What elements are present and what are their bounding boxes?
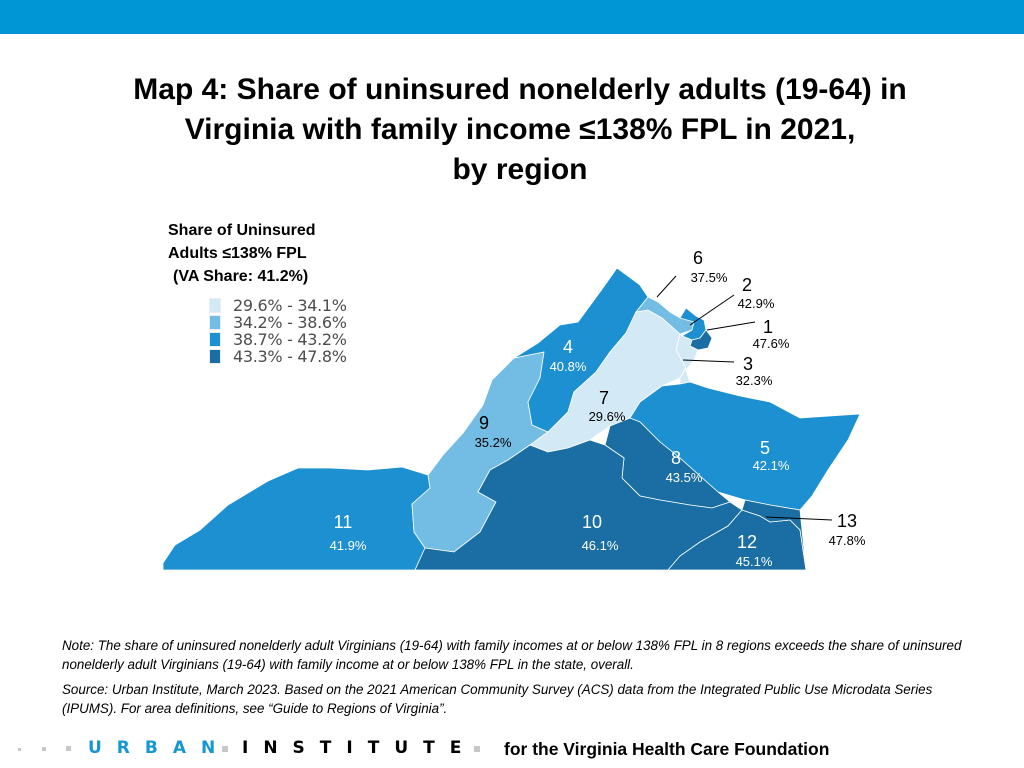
region-11-shape <box>162 466 431 571</box>
region-labels: 6 37.5% 2 42.9% 1 47.6% 3 32.3% 4 40.8% … <box>330 248 866 569</box>
region-label-6-id: 6 <box>693 248 703 268</box>
region-label-3-value: 32.3% <box>736 373 773 388</box>
footer: URBAN INSTITUTE for the Virginia Health … <box>0 736 1024 764</box>
region-label-8-id: 8 <box>671 448 681 468</box>
region-label-2-id: 2 <box>742 275 752 295</box>
legend-label: 43.3% - 47.8% <box>233 347 347 366</box>
leader-line-2 <box>689 294 735 326</box>
region-label-2-value: 42.9% <box>738 296 775 311</box>
leader-line-3 <box>682 359 735 363</box>
region-label-1-value: 47.6% <box>753 336 790 351</box>
region-label-10-value: 46.1% <box>582 538 619 553</box>
region-label-7-id: 7 <box>599 388 609 408</box>
legend-title-line-1: Share of Uninsured <box>168 222 316 239</box>
title-line-2: Virginia with family income ≤138% FPL in… <box>184 113 856 146</box>
region-3-shape <box>675 333 699 385</box>
footer-tagline: for the Virginia Health Care Foundation <box>504 739 830 759</box>
header-bar <box>0 0 1024 34</box>
region-label-4-id: 4 <box>563 337 573 357</box>
legend-item: 29.6% - 34.1% <box>209 296 347 315</box>
region-label-7-value: 29.6% <box>589 409 626 424</box>
region-label-6-value: 37.5% <box>691 270 728 285</box>
legend-item: 43.3% - 47.8% <box>209 347 347 366</box>
urban-logo-text: URBAN <box>88 738 231 758</box>
region-label-5-id: 5 <box>760 438 770 458</box>
leader-line-6 <box>656 275 677 298</box>
legend-title: Share of Uninsured Adults ≤138% FPL (VA … <box>168 219 368 288</box>
region-label-9-value: 35.2% <box>475 435 512 450</box>
region-label-4-value: 40.8% <box>550 359 587 374</box>
legend-title-line-3: (VA Share: 41.2%) <box>173 268 309 285</box>
legend-item: 38.7% - 43.2% <box>209 330 347 349</box>
page-title: Map 4: Share of uninsured nonelderly adu… <box>40 70 1000 190</box>
leader-line-13 <box>765 516 833 521</box>
legend-label: 38.7% - 43.2% <box>233 330 347 349</box>
footer-dot <box>66 746 71 751</box>
region-label-9-id: 9 <box>479 413 489 433</box>
legend-item: 34.2% - 38.6% <box>209 313 347 332</box>
virginia-map: 6 37.5% 2 42.9% 1 47.6% 3 32.3% 4 40.8% … <box>162 248 866 571</box>
notes: Note: The share of uninsured nonelderly … <box>62 636 982 724</box>
title-line-1: Map 4: Share of uninsured nonelderly adu… <box>133 73 907 106</box>
region-label-8-value: 43.5% <box>666 470 703 485</box>
note-text: Note: The share of uninsured nonelderly … <box>62 638 962 672</box>
footer-dot <box>42 747 46 751</box>
region-label-13-id: 13 <box>837 511 857 531</box>
region-label-1-id: 1 <box>763 317 773 337</box>
legend-swatch <box>209 315 221 330</box>
legend-label: 34.2% - 38.6% <box>233 313 347 332</box>
leader-lines <box>656 275 833 521</box>
title-line-3: by region <box>452 153 588 186</box>
leader-line-1 <box>706 321 756 331</box>
footer-separator <box>222 746 228 752</box>
region-label-11-value: 41.9% <box>330 538 367 553</box>
legend-swatch <box>209 349 221 364</box>
region-13-shape <box>741 499 807 571</box>
region-label-10-id: 10 <box>582 512 602 532</box>
region-shapes <box>162 267 861 571</box>
footer-separator <box>474 746 480 752</box>
source-text: Source: Urban Institute, March 2023. Bas… <box>62 682 933 716</box>
legend: 29.6% - 34.1% 34.2% - 38.6% 38.7% - 43.2… <box>209 296 347 366</box>
region-label-5-value: 42.1% <box>753 458 790 473</box>
region-label-3-id: 3 <box>743 354 753 374</box>
footer-dot <box>18 748 21 751</box>
region-label-11-id: 11 <box>334 512 353 532</box>
institute-logo-text: INSTITUTE <box>242 738 477 758</box>
region-label-12-id: 12 <box>737 532 757 552</box>
region-label-13-value: 47.8% <box>829 533 866 548</box>
region-label-12-value: 45.1% <box>736 554 773 569</box>
legend-swatch <box>209 298 221 313</box>
legend-label: 29.6% - 34.1% <box>233 296 347 315</box>
legend-title-line-2: Adults ≤138% FPL <box>168 245 307 262</box>
legend-swatch <box>209 332 221 347</box>
